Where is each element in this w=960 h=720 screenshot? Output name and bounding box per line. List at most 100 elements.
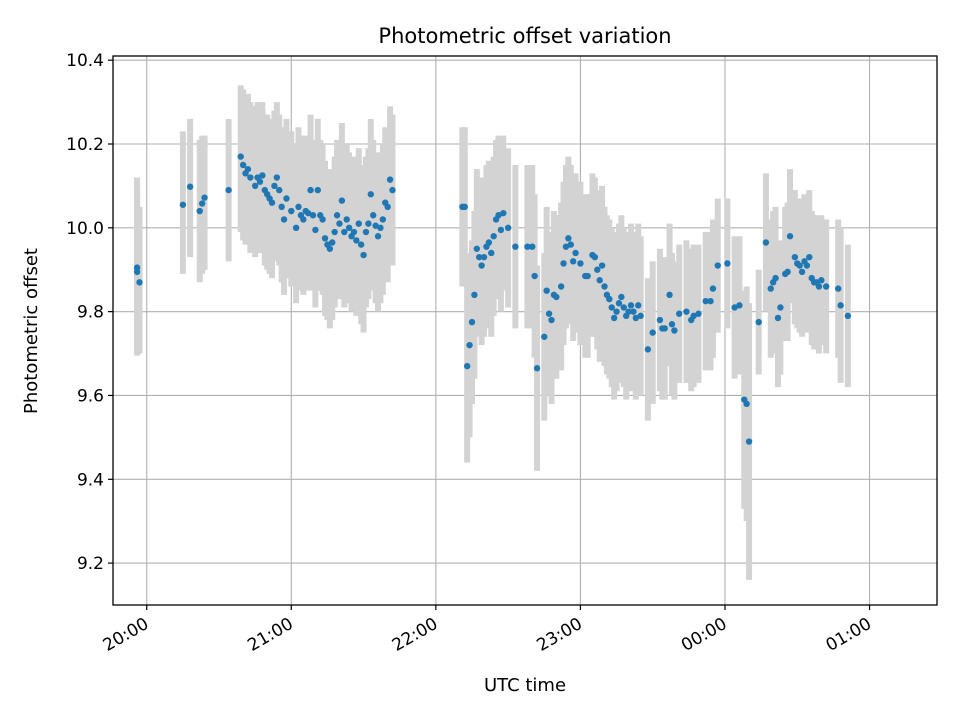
data-point [818,277,825,284]
data-point [796,262,803,269]
y-tick-label: 9.8 [77,303,104,323]
data-point [225,186,232,194]
data-point [360,251,367,259]
y-tick-label: 10.2 [66,135,104,155]
data-point [350,228,358,236]
data-point [377,224,384,232]
data-point [613,308,620,315]
data-point [683,308,690,315]
data-point [288,207,295,215]
data-point [815,283,823,290]
data-point [743,400,750,408]
data-point [463,362,471,370]
data-point [755,318,762,326]
plot-frame [112,55,938,606]
data-point [777,304,784,311]
data-point [355,220,362,227]
data-point [553,293,560,301]
data-point [331,228,338,236]
data-point [786,233,794,240]
data-point [338,197,346,204]
data-point [560,260,567,267]
data-point [791,253,799,261]
y-axis-ticks: 9.2 9.4 9.6 9.8 10.0 10.2 10.4 [66,51,113,574]
data-point [675,310,683,317]
data-point [495,212,502,219]
data-point [133,264,141,271]
data-point [384,203,391,211]
data-point [476,253,483,261]
data-point [271,182,278,190]
data-point [531,272,538,280]
data-point [307,186,314,194]
data-point [251,182,259,190]
data-point [601,283,608,290]
data-point [292,224,300,232]
data-point [336,220,343,227]
data-point [709,285,717,292]
data-point [798,268,806,276]
data-point [594,266,601,273]
data-point [822,283,830,290]
data-point [273,174,281,181]
data-point [774,314,782,322]
data-point [247,174,254,181]
chart-title: Photometric offset variation [378,24,671,48]
data-point [661,325,668,332]
data-point [278,203,285,211]
data-point [649,329,656,336]
data-point [136,279,143,286]
data-point [632,314,640,322]
data-point [565,235,572,242]
data-point [196,207,203,215]
data-point [610,314,618,322]
data-point [548,316,555,324]
data-point [671,327,678,334]
data-point [319,216,326,223]
data-point [569,258,577,265]
data-point [256,178,264,185]
data-points [133,153,852,445]
data-point [690,312,697,320]
data-point [772,274,779,282]
data-point [620,304,627,311]
data-point [784,268,791,276]
data-point [468,318,476,326]
data-point [362,228,370,236]
data-point [512,243,519,250]
data-point [695,310,702,317]
y-tick-label: 10.0 [66,219,104,239]
y-tick-label: 9.6 [77,386,104,406]
data-point [837,302,844,309]
data-point [490,233,497,240]
data-point [806,253,813,261]
data-point [591,253,599,261]
y-tick-label: 10.4 [66,51,104,71]
data-point [835,285,842,292]
data-point [627,302,635,309]
data-point [186,183,194,190]
data-point [333,212,341,219]
data-point [606,295,613,303]
y-tick-label: 9.4 [77,470,104,490]
data-point [702,297,709,305]
data-point [314,186,321,194]
data-point [500,209,507,217]
data-point [562,243,570,250]
data-point [386,176,394,183]
data-point [543,287,550,294]
data-point [321,235,329,242]
data-point [473,245,481,252]
data-point [198,200,206,207]
data-point [731,304,738,311]
data-point [497,226,505,234]
data-point [370,212,377,219]
data-point [504,224,512,232]
data-point [485,239,493,246]
data-point [724,260,731,267]
data-point [533,365,541,372]
data-point [304,209,312,217]
data-point [237,153,244,160]
data-point [329,239,336,246]
data-point [584,272,591,280]
